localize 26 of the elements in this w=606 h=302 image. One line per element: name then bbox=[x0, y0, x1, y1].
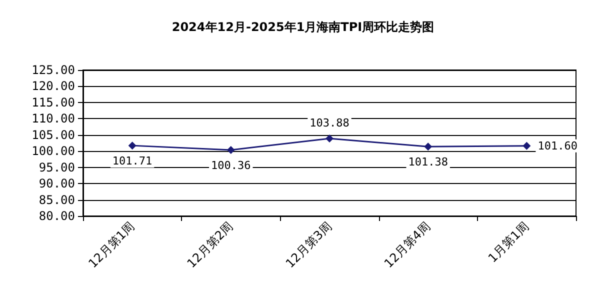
y-tick-label: 80.00 bbox=[38, 209, 75, 223]
data-label: 100.36 bbox=[211, 158, 251, 172]
y-tick-label: 95.00 bbox=[38, 160, 75, 174]
y-tick-label: 105.00 bbox=[32, 128, 75, 142]
y-tick-label: 110.00 bbox=[32, 112, 75, 126]
point bbox=[226, 146, 235, 154]
chart-title: 2024年12月-2025年1月海南TPI周环比走势图 bbox=[172, 20, 434, 34]
x-tick-label: 12月第1周 bbox=[86, 219, 138, 271]
x-tick-label: 12月第3周 bbox=[282, 219, 334, 271]
data-label: 101.38 bbox=[408, 156, 448, 169]
x-tick-label: 1月第1周 bbox=[486, 219, 532, 266]
point bbox=[424, 142, 432, 151]
point bbox=[326, 134, 334, 143]
y-tick-label: 100.00 bbox=[32, 144, 75, 158]
point bbox=[128, 142, 136, 150]
x-tick-label: 12月第2周 bbox=[184, 219, 236, 271]
data-label: 103.88 bbox=[310, 116, 350, 130]
point bbox=[522, 142, 531, 150]
data-label: 101.71 bbox=[112, 154, 152, 168]
y-tick-label: 115.00 bbox=[32, 95, 75, 110]
data-label: 101.60 bbox=[538, 139, 578, 152]
y-tick-label: 90.00 bbox=[38, 176, 75, 191]
y-tick-label: 125.00 bbox=[32, 63, 75, 77]
y-tick-label: 120.00 bbox=[32, 79, 75, 94]
y-tick-label: 85.00 bbox=[38, 192, 75, 207]
x-tick-label: 12月第4周 bbox=[382, 219, 434, 271]
